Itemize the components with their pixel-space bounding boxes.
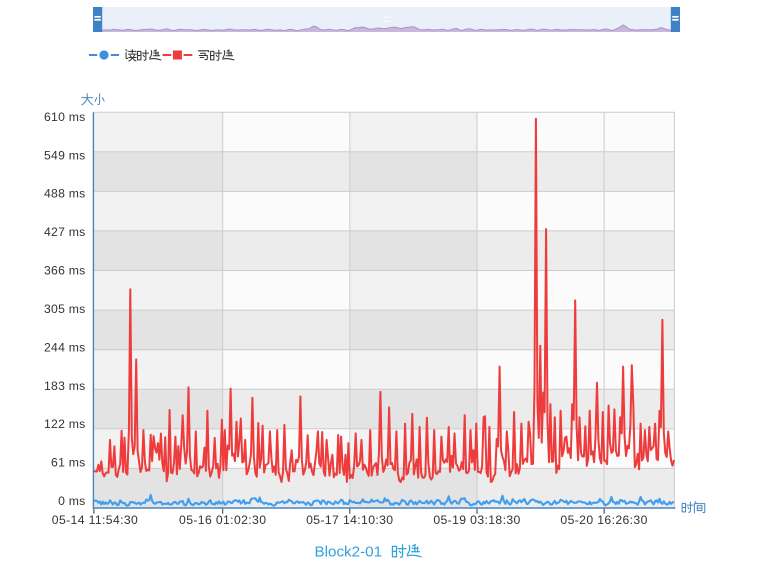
svg-text:05-20 16:26:30: 05-20 16:26:30	[560, 513, 647, 527]
svg-text:122 ms: 122 ms	[44, 417, 85, 431]
svg-text:244 ms: 244 ms	[44, 340, 85, 354]
svg-text:610 ms: 610 ms	[44, 110, 85, 124]
svg-text:05-14 11:54:30: 05-14 11:54:30	[52, 513, 138, 527]
svg-text:Block2-01: Block2-01	[315, 543, 383, 560]
svg-text:305 ms: 305 ms	[44, 302, 85, 316]
svg-text:0 ms: 0 ms	[58, 494, 85, 508]
svg-text:549 ms: 549 ms	[44, 148, 85, 162]
svg-text:488 ms: 488 ms	[44, 187, 85, 201]
svg-text:05-17 14:10:30: 05-17 14:10:30	[306, 513, 393, 527]
svg-text:61 ms: 61 ms	[51, 456, 85, 470]
svg-text:183 ms: 183 ms	[44, 379, 85, 393]
svg-text:05-19 03:18:30: 05-19 03:18:30	[433, 513, 520, 527]
svg-text:05-16 01:02:30: 05-16 01:02:30	[179, 513, 266, 527]
svg-text:366 ms: 366 ms	[44, 264, 85, 278]
svg-text:427 ms: 427 ms	[44, 225, 85, 239]
